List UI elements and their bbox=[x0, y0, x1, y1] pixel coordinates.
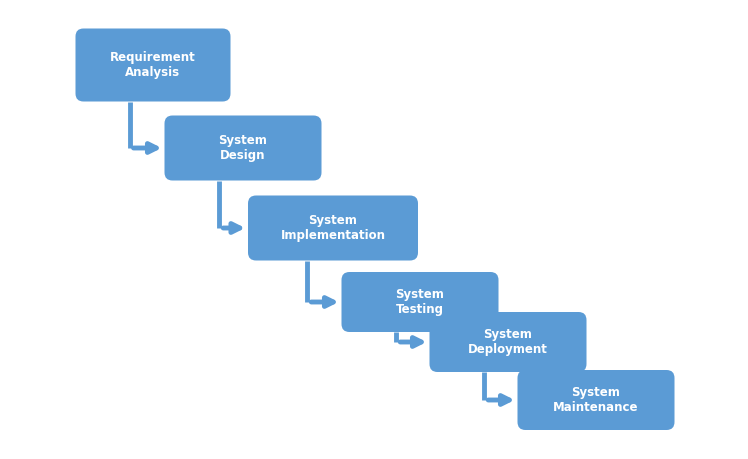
FancyBboxPatch shape bbox=[342, 272, 498, 332]
FancyBboxPatch shape bbox=[165, 116, 322, 180]
Text: System
Deployment: System Deployment bbox=[468, 328, 548, 356]
FancyBboxPatch shape bbox=[248, 196, 418, 261]
Text: System
Maintenance: System Maintenance bbox=[554, 386, 639, 414]
Text: Requirement
Analysis: Requirement Analysis bbox=[110, 51, 196, 79]
Text: System
Design: System Design bbox=[218, 134, 268, 162]
Text: System
Testing: System Testing bbox=[396, 288, 444, 316]
Text: System
Implementation: System Implementation bbox=[280, 214, 385, 242]
FancyBboxPatch shape bbox=[76, 28, 230, 101]
FancyBboxPatch shape bbox=[429, 312, 586, 372]
FancyBboxPatch shape bbox=[518, 370, 675, 430]
